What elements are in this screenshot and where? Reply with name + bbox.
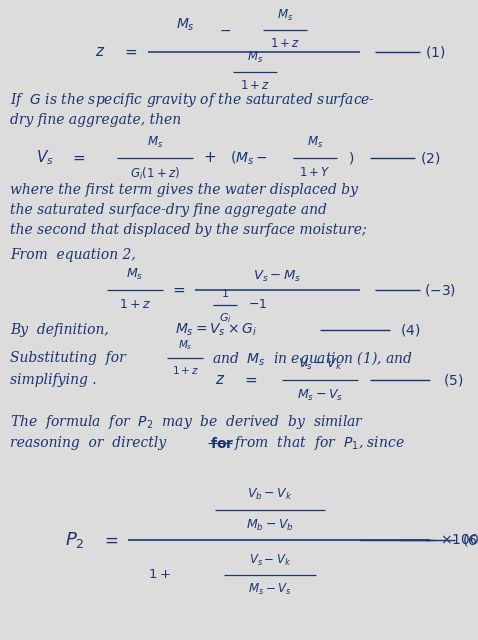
Text: $M_s - V_s$: $M_s - V_s$	[248, 582, 292, 597]
Text: $=$: $=$	[101, 531, 119, 548]
Text: $M_s$: $M_s$	[175, 17, 195, 33]
Text: $z$: $z$	[95, 45, 105, 59]
Text: Substituting  for: Substituting for	[10, 351, 126, 365]
Text: $(-3)$: $(-3)$	[424, 282, 456, 298]
Text: $(5)$: $(5)$	[443, 372, 463, 388]
Text: and  $M_s$  in equation (1), and: and $M_s$ in equation (1), and	[212, 349, 413, 367]
Text: If  $G$ is the specific gravity of the saturated surface-: If $G$ is the specific gravity of the sa…	[10, 91, 375, 109]
Text: By  definition,: By definition,	[10, 323, 109, 337]
Text: $V_s$: $V_s$	[36, 148, 54, 167]
Text: $(1)$: $(1)$	[425, 44, 445, 60]
Text: simplifying .: simplifying .	[10, 373, 97, 387]
Text: $=$: $=$	[170, 283, 186, 297]
Text: From  equation 2,: From equation 2,	[10, 248, 136, 262]
Text: reasoning  or  directly: reasoning or directly	[10, 436, 166, 450]
Text: $-1$: $-1$	[248, 298, 267, 312]
Text: $M_s$: $M_s$	[126, 267, 143, 282]
Text: $1+z$: $1+z$	[172, 364, 198, 376]
Text: $1$: $1$	[221, 287, 229, 299]
Text: $P_2$: $P_2$	[65, 530, 85, 550]
Text: $z$: $z$	[215, 373, 225, 387]
Text: $M_s$: $M_s$	[247, 50, 263, 65]
Text: $V_b - V_k$: $V_b - V_k$	[247, 487, 293, 502]
Text: $G_i$: $G_i$	[218, 311, 231, 325]
Text: $-$: $-$	[219, 23, 231, 37]
Text: $(6)$: $(6)$	[462, 532, 478, 548]
Text: $M_s - V_s$: $M_s - V_s$	[297, 388, 343, 403]
Text: $1+$: $1+$	[148, 568, 171, 582]
Text: from  that  for  $P_1$, since: from that for $P_1$, since	[234, 434, 405, 452]
Text: $M_s$: $M_s$	[147, 135, 163, 150]
Text: $+$: $+$	[204, 151, 217, 165]
Text: where the first term gives the water displaced by: where the first term gives the water dis…	[10, 183, 358, 197]
Text: $1+z$: $1+z$	[270, 37, 300, 50]
Text: $G_i(1+z)$: $G_i(1+z)$	[130, 166, 180, 182]
Text: $(2)$: $(2)$	[420, 150, 440, 166]
Text: $(4)$: $(4)$	[400, 322, 420, 338]
Text: $)$: $)$	[348, 150, 354, 166]
Text: $M_b - V_b$: $M_b - V_b$	[246, 518, 294, 533]
Text: $1+Y$: $1+Y$	[299, 166, 331, 179]
Text: $\times 100$: $\times 100$	[440, 533, 478, 547]
Text: dry fine aggregate, then: dry fine aggregate, then	[10, 113, 181, 127]
Text: $M_s$: $M_s$	[277, 8, 293, 23]
Text: The  formula  for  $P_2$  may  be  derived  by  similar: The formula for $P_2$ may be derived by …	[10, 413, 364, 431]
Text: $M_s = V_s \times G_i$: $M_s = V_s \times G_i$	[175, 322, 257, 338]
Text: $1+z$: $1+z$	[240, 79, 270, 92]
Text: $M_s$: $M_s$	[307, 135, 323, 150]
Text: $=$: $=$	[70, 151, 86, 165]
Text: $V_s - V_k$: $V_s - V_k$	[298, 357, 342, 372]
Text: the second that displaced by the surface moisture;: the second that displaced by the surface…	[10, 223, 367, 237]
Text: $\bf{for}$: $\bf{for}$	[210, 435, 234, 451]
Text: $M_s$: $M_s$	[178, 338, 192, 352]
Text: $(M_s -$: $(M_s -$	[230, 149, 268, 166]
Text: $V_s - V_k$: $V_s - V_k$	[249, 553, 291, 568]
Text: $=$: $=$	[242, 373, 258, 387]
Text: the saturated surface-dry fine aggregate and: the saturated surface-dry fine aggregate…	[10, 203, 327, 217]
Text: $1+z$: $1+z$	[119, 298, 151, 311]
Text: $=$: $=$	[122, 45, 138, 59]
Text: $V_s - M_s$: $V_s - M_s$	[253, 268, 301, 284]
